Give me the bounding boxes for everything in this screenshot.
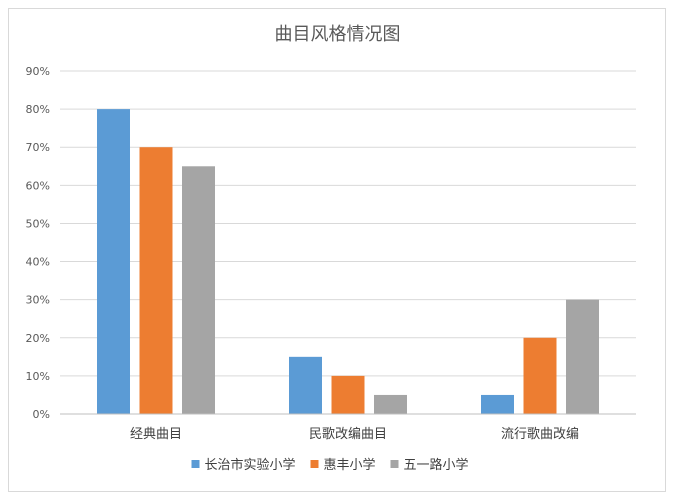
bar-1-2 <box>289 356 322 414</box>
bar-2-3 <box>523 337 557 414</box>
y-tick-label: 20% <box>26 332 50 345</box>
bar-3-1 <box>182 166 215 414</box>
bar-1-1 <box>97 109 130 414</box>
legend-label: 长治市实验小学 <box>205 457 296 473</box>
x-category-label: 经典曲目 <box>130 427 182 442</box>
bar-2-1 <box>139 147 173 414</box>
y-tick-label: 80% <box>26 103 50 116</box>
y-tick-label: 10% <box>26 370 50 383</box>
y-tick-label: 90% <box>26 65 50 78</box>
bars <box>97 109 599 414</box>
y-tick-label: 40% <box>26 256 50 269</box>
legend: 长治市实验小学 惠丰小学 五一路小学 <box>191 457 469 473</box>
y-tick-label: 30% <box>26 294 50 307</box>
legend-label: 惠丰小学 <box>324 457 376 473</box>
x-category-label: 民歌改编曲目 <box>309 427 387 442</box>
bar-1-3 <box>481 394 514 414</box>
x-axis: 经典曲目 民歌改编曲目 流行歌曲改编 <box>60 413 636 442</box>
y-tick-label: 60% <box>26 179 50 192</box>
chart-title: 曲目风格情况图 <box>275 24 401 45</box>
legend-swatch <box>191 460 200 468</box>
legend-swatch <box>390 460 399 468</box>
legend-swatch <box>310 460 319 468</box>
y-tick-label: 0% <box>33 408 50 421</box>
bar-3-2 <box>374 394 407 414</box>
x-category-label: 流行歌曲改编 <box>501 427 579 442</box>
bar-2-2 <box>331 375 365 414</box>
y-tick-label: 50% <box>26 217 50 230</box>
y-axis: 0% 10% 20% 30% 40% 50% 60% 70% 80% 90% <box>26 65 50 421</box>
bar-3-3 <box>566 299 599 414</box>
y-tick-label: 70% <box>26 141 50 154</box>
legend-label: 五一路小学 <box>404 457 469 473</box>
